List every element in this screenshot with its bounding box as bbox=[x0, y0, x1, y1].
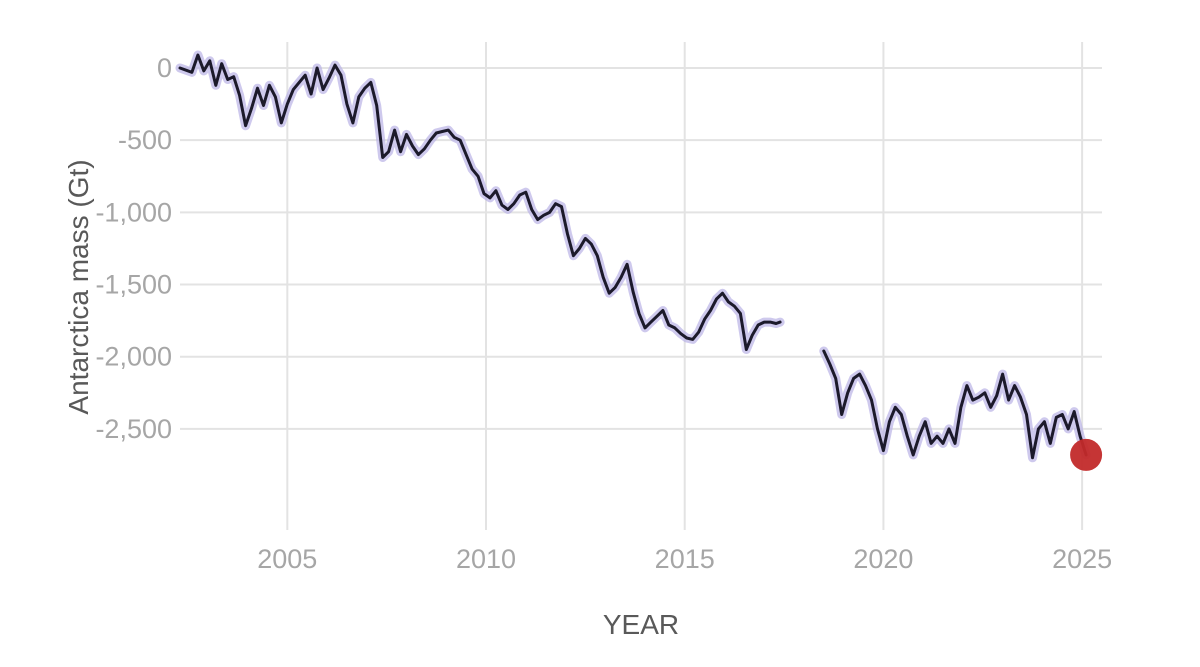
x-tick-label: 2010 bbox=[456, 544, 516, 574]
y-tick-label: -500 bbox=[118, 125, 172, 155]
latest-value-point bbox=[1070, 438, 1103, 471]
y-tick-label: -2,500 bbox=[95, 414, 172, 444]
x-axis-tick-labels: 2005 2010 2015 2020 2025 bbox=[257, 544, 1112, 574]
y-tick-label: -1,000 bbox=[95, 197, 172, 227]
mass-line bbox=[178, 53, 782, 351]
x-tick-label: 2025 bbox=[1052, 544, 1112, 574]
uncertainty-bands bbox=[175, 50, 1091, 463]
highlight-layer bbox=[1070, 438, 1103, 471]
y-axis-title: Antarctica mass (Gt) bbox=[63, 159, 94, 414]
y-tick-label: -2,000 bbox=[95, 342, 172, 372]
x-tick-label: 2005 bbox=[257, 544, 317, 574]
x-axis-title: YEAR bbox=[603, 609, 679, 640]
vertical-gridlines bbox=[286, 42, 1084, 530]
y-tick-label: -1,500 bbox=[95, 270, 172, 300]
y-axis-tick-labels: 0 -500 -1,000 -1,500 -2,000 -2,500 bbox=[95, 53, 172, 444]
x-tick-label: 2015 bbox=[655, 544, 715, 574]
mass-line bbox=[822, 349, 1088, 460]
x-tick-label: 2020 bbox=[853, 544, 913, 574]
uncertainty-band bbox=[175, 50, 785, 354]
mass-series-lines bbox=[178, 53, 1088, 460]
y-tick-label: 0 bbox=[157, 53, 172, 83]
horizontal-gridlines bbox=[180, 66, 1102, 430]
